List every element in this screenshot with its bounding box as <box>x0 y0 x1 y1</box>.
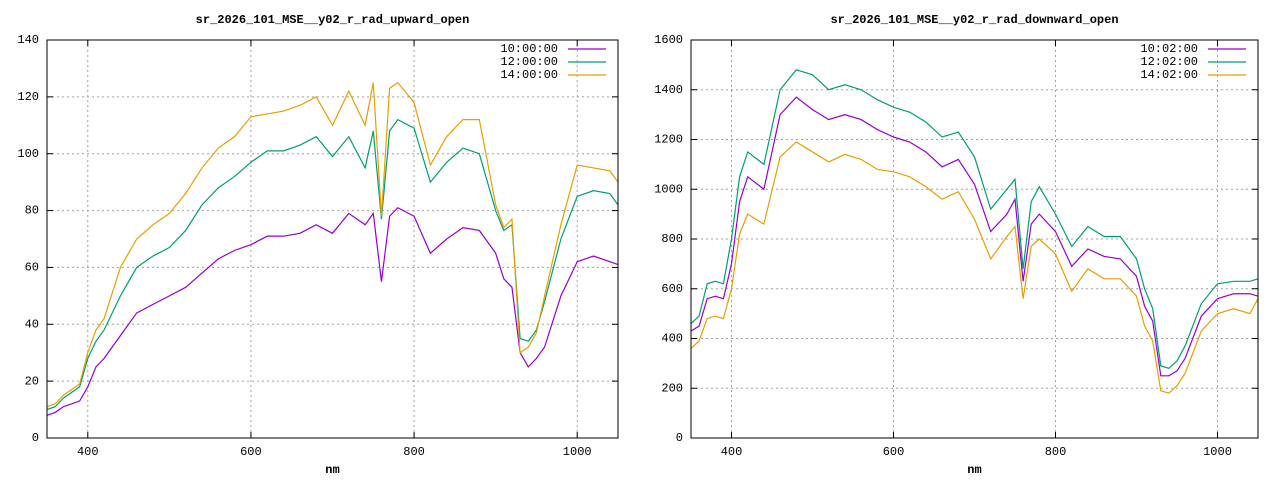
x-axis-label: nm <box>967 463 981 477</box>
y-tick-label: 120 <box>17 90 39 104</box>
x-axis-label: nm <box>325 463 339 477</box>
legend-label: 10:02:00 <box>1140 42 1198 56</box>
y-tick-label: 0 <box>32 431 39 445</box>
y-tick-label: 20 <box>25 374 39 388</box>
data-line <box>46 118 619 411</box>
y-tick-label: 600 <box>661 282 683 296</box>
y-tick-label: 140 <box>17 33 39 47</box>
y-tick-label: 40 <box>25 317 39 331</box>
x-tick-label: 400 <box>721 445 743 459</box>
data-line <box>690 141 1259 394</box>
x-tick-label: 800 <box>1045 445 1067 459</box>
x-tick-label: 400 <box>77 445 99 459</box>
y-tick-label: 1200 <box>654 133 683 147</box>
chart-title: sr_2026_101_MSE__y02_r_rad_upward_open <box>196 13 470 27</box>
data-line <box>690 69 1259 370</box>
y-tick-label: 100 <box>17 147 39 161</box>
legend-label: 10:00:00 <box>500 42 558 56</box>
x-tick-label: 600 <box>883 445 905 459</box>
y-tick-label: 0 <box>676 431 683 445</box>
y-tick-label: 400 <box>661 332 683 346</box>
y-tick-label: 200 <box>661 381 683 395</box>
legend-label: 14:02:00 <box>1140 68 1198 82</box>
y-tick-label: 1000 <box>654 182 683 196</box>
data-line <box>46 206 619 416</box>
legend-label: 14:00:00 <box>500 68 558 82</box>
y-tick-label: 80 <box>25 204 39 218</box>
x-tick-label: 600 <box>240 445 262 459</box>
chart-title: sr_2026_101_MSE__y02_r_rad_downward_open <box>830 13 1118 27</box>
plot-frame <box>46 39 619 439</box>
x-tick-label: 800 <box>403 445 425 459</box>
x-tick-label: 1000 <box>1203 445 1232 459</box>
data-line <box>46 81 619 408</box>
legend-label: 12:00:00 <box>500 55 558 69</box>
y-tick-label: 800 <box>661 232 683 246</box>
legend-label: 12:02:00 <box>1140 55 1198 69</box>
y-tick-label: 1400 <box>654 83 683 97</box>
x-tick-label: 1000 <box>563 445 592 459</box>
data-line <box>690 96 1259 377</box>
y-tick-label: 60 <box>25 261 39 275</box>
plot-frame <box>690 39 1259 439</box>
y-tick-label: 1600 <box>654 33 683 47</box>
